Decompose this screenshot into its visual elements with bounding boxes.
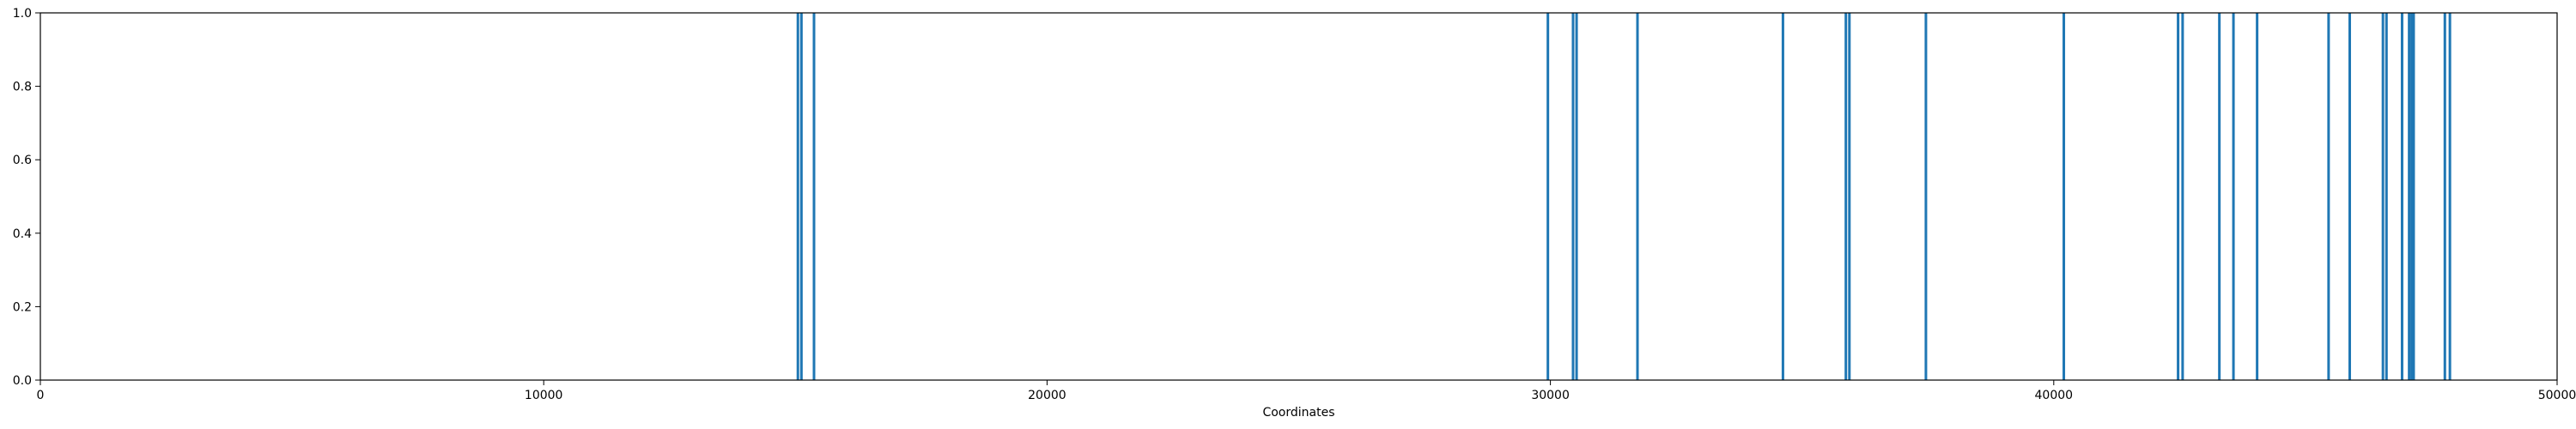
bar (2400, 13, 2403, 380)
y-axis: 0.0 0.2 0.4 0.6 0.8 1.0 (13, 7, 40, 388)
x-tick-label: 30000 (1531, 389, 1570, 402)
bar (1844, 13, 1848, 380)
bar (1575, 13, 1578, 380)
y-tick-label: 0.8 (13, 81, 32, 94)
bar (2063, 13, 2066, 380)
bar (1848, 13, 1851, 380)
x-tick-label: 50000 (2538, 389, 2576, 402)
bar (799, 13, 803, 380)
bar (2412, 13, 2415, 380)
bar (2181, 13, 2184, 380)
bar (2385, 13, 2388, 380)
bar (1546, 13, 1550, 380)
x-axis: 0 10000 20000 30000 40000 50000 (37, 380, 2576, 402)
y-tick-label: 0.4 (13, 227, 32, 241)
y-tick-label: 1.0 (13, 7, 32, 21)
bar (2256, 13, 2259, 380)
y-tick-label: 0.0 (13, 374, 32, 388)
x-tick-label: 10000 (525, 389, 563, 402)
bar (1636, 13, 1639, 380)
bar (796, 13, 799, 380)
x-axis-title: Coordinates (1262, 406, 1334, 420)
y-tick-label: 0.2 (13, 300, 32, 314)
x-tick-label: 0 (37, 389, 45, 402)
bar (1924, 13, 1928, 380)
x-tick-label: 20000 (1028, 389, 1066, 402)
bar (1571, 13, 1575, 380)
bar-group (796, 13, 2451, 380)
bar (812, 13, 816, 380)
bar (2327, 13, 2330, 380)
plot-background (40, 13, 2557, 380)
bar (2408, 13, 2411, 380)
bar (2232, 13, 2235, 380)
plot-frame (39, 12, 2558, 381)
bar (2381, 13, 2385, 380)
bar (2443, 13, 2446, 380)
bar (2410, 13, 2414, 380)
bar (2448, 13, 2451, 380)
bar (2218, 13, 2221, 380)
bar (2177, 13, 2180, 380)
x-tick-label: 40000 (2035, 389, 2074, 402)
bar (2348, 13, 2351, 380)
bar (1781, 13, 1784, 380)
y-tick-label: 0.6 (13, 154, 32, 167)
